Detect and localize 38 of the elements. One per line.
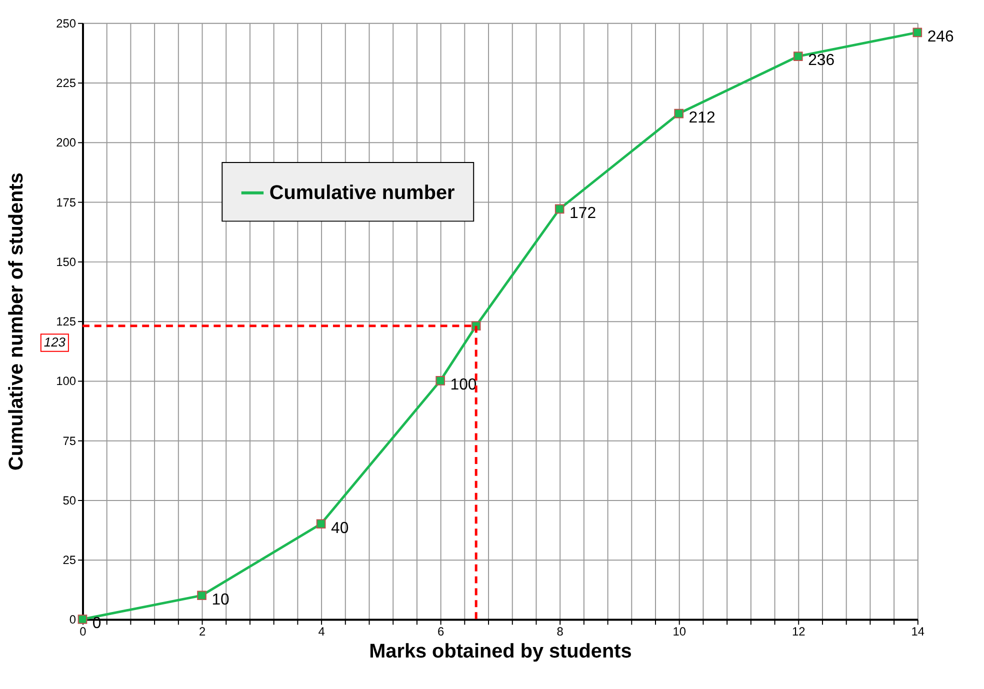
data-label: 236 — [808, 52, 835, 70]
point — [674, 108, 684, 118]
x-tick-label: 0 — [80, 624, 87, 639]
y-tick-label: 250 — [56, 16, 76, 30]
y-tick-label: 0 — [69, 612, 76, 627]
y-tick-label: 25 — [62, 553, 76, 568]
data-label: 40 — [330, 520, 349, 537]
data-label: 246 — [927, 28, 954, 46]
point — [912, 28, 922, 38]
y-tick-label: 50 — [62, 493, 76, 508]
data-label: 100 — [450, 376, 477, 394]
x-tick-label: 4 — [318, 624, 326, 639]
x-axis-title: Marks obtained by students — [369, 640, 632, 663]
legend-label: Cumulative number — [269, 182, 456, 204]
x-tick-label: 12 — [792, 624, 806, 639]
data-label: 172 — [570, 204, 596, 222]
point — [78, 614, 88, 624]
y-tick-label: 125 — [56, 314, 76, 329]
x-tick-label: 8 — [556, 624, 564, 639]
y-tick-label: 100 — [56, 374, 76, 388]
data-label: 10 — [212, 591, 230, 608]
point — [436, 376, 445, 386]
point — [793, 52, 803, 61]
data-label: 212 — [688, 109, 716, 126]
x-tick-label: 6 — [438, 624, 444, 639]
point — [197, 590, 206, 600]
point — [554, 204, 564, 214]
x-tick-label: 10 — [672, 624, 686, 639]
point — [316, 519, 326, 528]
y-tick-label: 150 — [56, 254, 76, 269]
annotation: 123 — [44, 334, 66, 350]
x-tick-label: 14 — [911, 624, 925, 639]
y-tick-label: 175 — [56, 195, 76, 210]
y-tick-label: 75 — [62, 434, 76, 448]
y-tick-label: 200 — [56, 136, 76, 150]
x-tick-label: 2 — [198, 624, 206, 639]
y-tick-label: 225 — [56, 76, 76, 90]
y-axis-title: Cumulative number of students — [5, 172, 28, 471]
